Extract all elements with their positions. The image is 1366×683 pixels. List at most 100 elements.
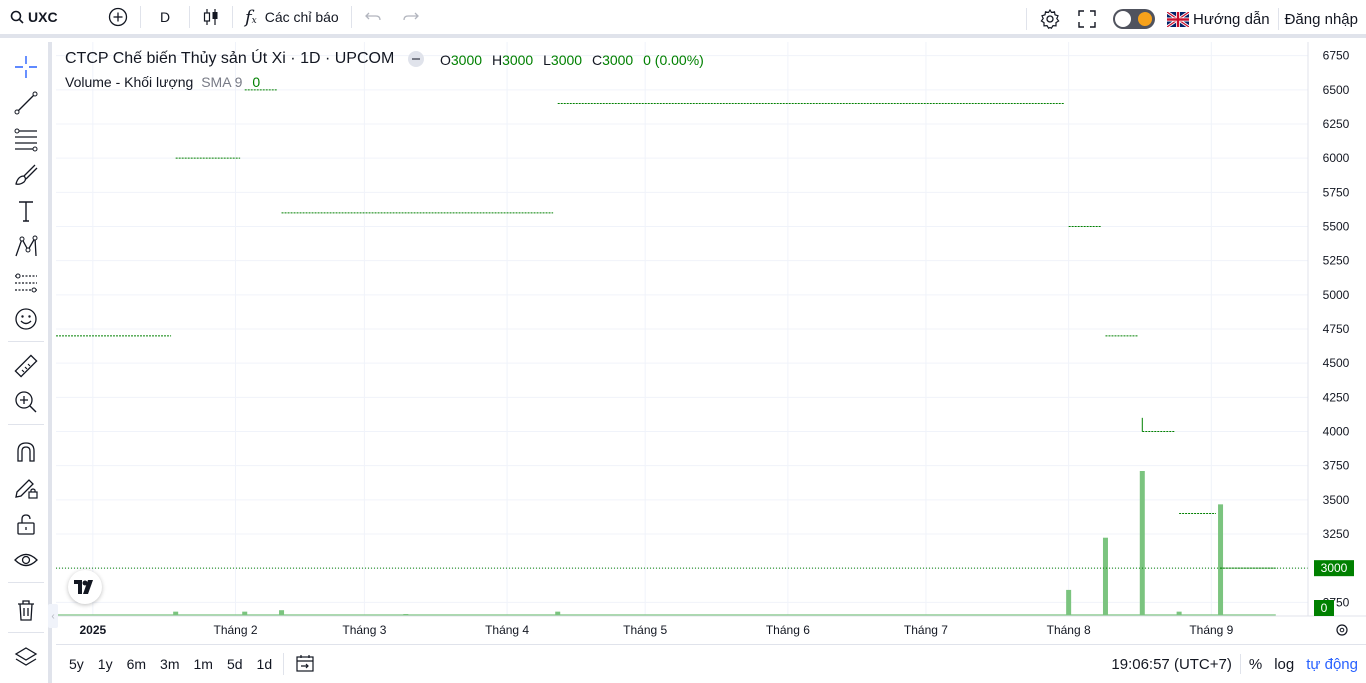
calendar-arrow-icon (296, 654, 314, 672)
lock-tool[interactable] (11, 509, 41, 539)
y-tick-label: 6250 (1323, 117, 1350, 131)
trend-line-icon (14, 91, 38, 115)
chart-legend: CTCP Chế biến Thủy sản Út Xi · 1D · UPCO… (65, 50, 425, 68)
sliders-icon (15, 273, 37, 293)
volume-bar (555, 611, 561, 616)
theme-toggle[interactable] (1113, 9, 1155, 29)
price-chart[interactable]: 6750 6500 6250 6000 5750 5500 5250 5000 4750 4500… (56, 42, 1366, 642)
x-tick-label: Tháng 7 (904, 623, 948, 637)
prediction-tool[interactable] (11, 268, 41, 298)
crosshair-tool[interactable] (11, 52, 41, 82)
magnet-icon (17, 442, 35, 462)
ruler-icon (14, 354, 38, 378)
range-1m[interactable]: 1m (193, 656, 213, 672)
fullscreen-icon (1078, 10, 1096, 28)
function-icon: fx (245, 6, 257, 28)
indicators-button[interactable]: fx Các chỉ báo (237, 0, 347, 36)
x-tick-label: Tháng 3 (342, 623, 386, 637)
divider (8, 341, 44, 342)
search-icon (10, 10, 24, 24)
undo-button[interactable] (356, 0, 392, 36)
tradingview-logo[interactable] (68, 570, 102, 604)
range-3m[interactable]: 3m (160, 656, 180, 672)
percent-toggle[interactable]: % (1248, 655, 1263, 673)
compare-button[interactable] (100, 0, 136, 36)
magnet-tool[interactable] (11, 437, 41, 467)
volume-bar (173, 611, 179, 616)
collapse-toolbar-button[interactable]: ‹ (48, 604, 58, 628)
last-volume-label: 0 (1321, 601, 1328, 615)
high-key: H (491, 52, 503, 68)
x-tick-label: Tháng 8 (1047, 623, 1091, 637)
close-key: C (591, 52, 603, 68)
y-tick-label: 4750 (1323, 322, 1350, 336)
range-5y[interactable]: 5y (69, 656, 84, 672)
crosshair-icon (15, 56, 37, 78)
divider (232, 6, 233, 28)
pattern-tool[interactable] (11, 232, 41, 262)
plus-circle-icon (108, 7, 128, 27)
goto-date-button[interactable] (288, 653, 322, 676)
login-button[interactable]: Đăng nhập (1284, 10, 1358, 28)
emoji-tool[interactable] (11, 304, 41, 334)
last-volume-badge (1314, 600, 1334, 616)
volume-bar (1176, 611, 1182, 616)
range-1y[interactable]: 1y (97, 656, 113, 672)
y-tick-label: 6750 (1323, 49, 1350, 63)
range-6m[interactable]: 6m (126, 656, 147, 672)
symbol-search[interactable]: UXC (0, 0, 100, 36)
y-tick-label: 5250 (1323, 254, 1350, 268)
chart-pane[interactable]: 6750 6500 6250 6000 5750 5500 5250 5000 4750 4500… (56, 42, 1366, 642)
x-tick-label: Tháng 4 (485, 623, 529, 637)
symbol-label: UXC (28, 9, 58, 25)
chart-type-button[interactable] (194, 0, 228, 36)
close-value: 3000 (602, 52, 634, 68)
log-toggle[interactable]: log (1274, 655, 1295, 673)
bottom-right: 19:06:57 (UTC+7) % log tự động (1111, 645, 1358, 683)
language-button[interactable]: Hướng dẫn (1163, 0, 1274, 38)
trend-line-tool[interactable] (11, 88, 41, 118)
lock-drawing-tool[interactable] (11, 473, 41, 503)
volume-legend: Volume - Khối lượng SMA 9 0 (65, 74, 260, 90)
hide-tool[interactable] (11, 545, 41, 575)
fullscreen-button[interactable] (1069, 0, 1105, 38)
unlock-icon (17, 514, 35, 535)
x-tick-label: Tháng 2 (213, 623, 257, 637)
chart-title: CTCP Chế biến Thủy sản Út Xi · 1D · UPCO… (65, 50, 395, 67)
zoom-tool[interactable] (11, 387, 41, 417)
object-tree-tool[interactable] (11, 642, 41, 672)
text-tool[interactable] (11, 196, 41, 226)
text-icon (19, 201, 33, 222)
low-value: 3000 (550, 52, 583, 68)
sun-icon (1138, 12, 1152, 26)
legend-toggle-icon[interactable] (408, 51, 425, 67)
y-tick-label: 6000 (1323, 151, 1350, 165)
volume-bar (1139, 471, 1145, 616)
fib-tool[interactable] (11, 124, 41, 154)
y-tick-label: 3500 (1323, 493, 1350, 507)
divider (283, 653, 285, 675)
divider (350, 6, 352, 28)
high-value: 3000 (502, 52, 534, 68)
gear-icon (1040, 8, 1060, 29)
horizontal-lines-icon (14, 128, 38, 152)
y-tick-label: 4250 (1323, 390, 1350, 404)
guide-link[interactable]: Hướng dẫn (1193, 10, 1270, 28)
measure-tool[interactable] (11, 351, 41, 381)
auto-scale-toggle[interactable]: tự động (1306, 655, 1358, 673)
range-5d[interactable]: 5d (226, 656, 243, 672)
divider (8, 582, 44, 583)
remove-tool[interactable] (11, 595, 41, 625)
change-value: 0 (0.00%) (643, 52, 704, 68)
range-1d[interactable]: 1d (256, 656, 273, 672)
volume-bar (1218, 504, 1224, 616)
bottom-toolbar: 5y 1y 6m 3m 1m 5d 1d 19:06:57 (UTC+7) % … (56, 644, 1366, 683)
brush-tool[interactable] (11, 160, 41, 190)
undo-icon (364, 12, 381, 21)
settings-button[interactable] (1031, 0, 1069, 38)
redo-button[interactable] (392, 0, 428, 36)
clock-time[interactable]: 19:06:57 (UTC+7) (1111, 655, 1232, 673)
axis-settings-icon[interactable] (1336, 624, 1348, 636)
interval-button[interactable]: D (145, 0, 185, 36)
y-tick-label: 5500 (1323, 220, 1350, 234)
